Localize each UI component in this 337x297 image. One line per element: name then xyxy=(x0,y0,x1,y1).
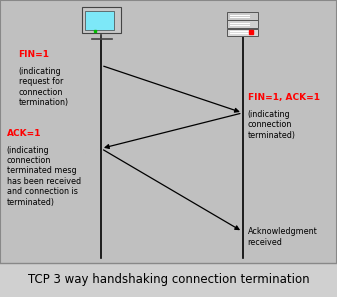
Bar xyxy=(85,11,114,30)
Text: (indicating
connection
terminated): (indicating connection terminated) xyxy=(248,110,296,140)
Text: FIN=1: FIN=1 xyxy=(19,50,50,59)
Text: (indicating
connection
terminated mesg
has been received
and connection is
termi: (indicating connection terminated mesg h… xyxy=(7,146,81,206)
Text: (indicating
request for
connection
termination): (indicating request for connection termi… xyxy=(19,67,69,107)
Bar xyxy=(227,20,258,28)
Bar xyxy=(227,12,258,20)
Text: Acknowledgment
received: Acknowledgment received xyxy=(248,227,317,247)
Bar xyxy=(82,7,121,33)
Text: FIN=1, ACK=1: FIN=1, ACK=1 xyxy=(248,94,320,102)
Bar xyxy=(0,263,337,297)
Bar xyxy=(227,29,258,36)
Text: ACK=1: ACK=1 xyxy=(7,129,41,138)
Text: TCP 3 way handshaking connection termination: TCP 3 way handshaking connection termina… xyxy=(28,274,309,286)
